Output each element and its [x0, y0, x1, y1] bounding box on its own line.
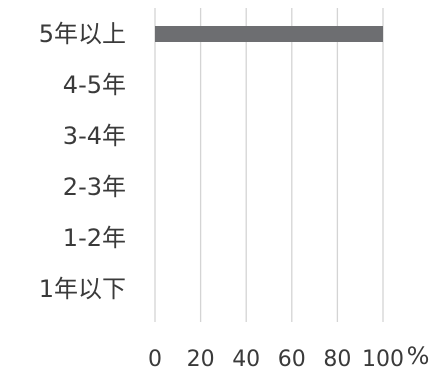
x-tick-label: 100 [362, 347, 404, 368]
category-label: 3-4年 [63, 122, 126, 150]
category-labels: 5年以上 4-5年 3-4年 2-3年 1-2年 1年以下 [39, 20, 126, 303]
x-tick-label: 20 [187, 347, 215, 368]
category-label: 1年以下 [39, 275, 126, 303]
category-label: 2-3年 [63, 173, 126, 201]
bar [155, 26, 383, 42]
category-label: 1-2年 [63, 224, 126, 252]
category-label: 4-5年 [63, 71, 126, 99]
x-tick-label: 80 [323, 347, 351, 368]
gridlines [154, 8, 384, 322]
x-tick-label: 0 [148, 347, 162, 368]
category-label: 5年以上 [39, 20, 126, 48]
x-tick-label: 60 [278, 347, 306, 368]
x-tick-labels: 0 20 40 60 80 100 [148, 347, 404, 368]
bars [155, 26, 383, 42]
x-axis-unit-label: % [407, 342, 430, 368]
x-tick-label: 40 [232, 347, 260, 368]
